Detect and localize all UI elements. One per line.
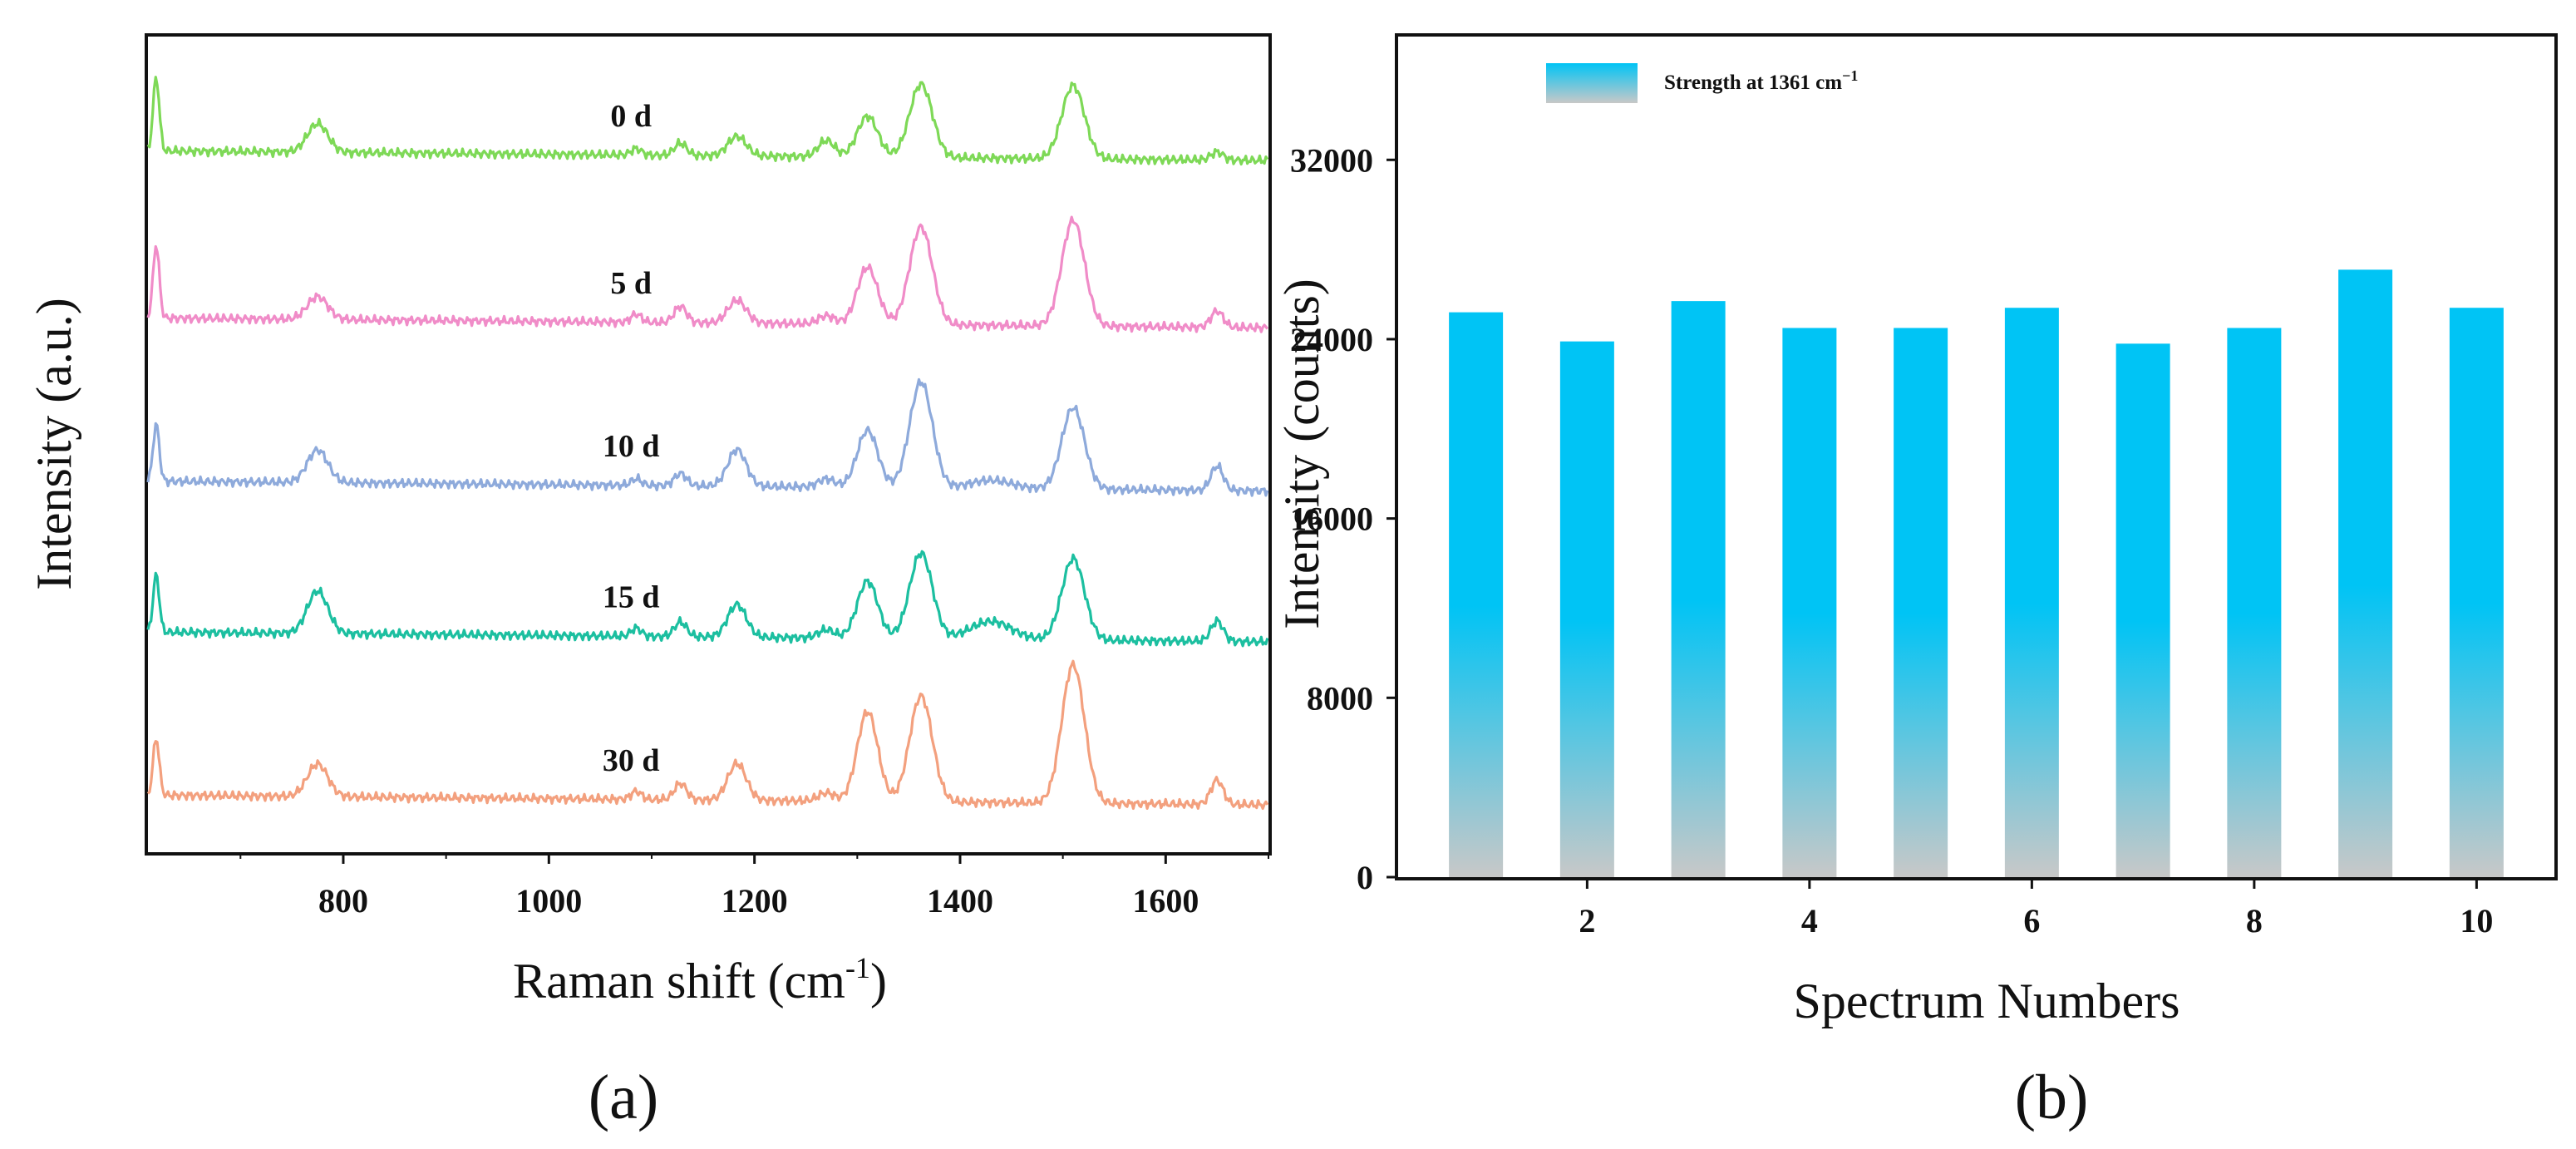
bar-spectrum-3	[1671, 301, 1726, 877]
plot-frame-a	[145, 33, 1272, 856]
bar-spectrum-7	[2115, 343, 2170, 877]
trace-label-30d: 30 d	[603, 743, 660, 778]
trace-label-0d: 0 d	[610, 99, 652, 134]
x-tick-label-a: 800	[318, 882, 368, 920]
y-axis-label-a: Intensity (a.u.)	[27, 298, 81, 590]
spectrum-line-5d	[146, 215, 1269, 333]
bar-spectrum-5	[1894, 328, 1948, 878]
bar-spectrum-10	[2449, 308, 2504, 877]
panel-label-a: (a)	[589, 1063, 658, 1132]
x-tick-label-b: 10	[2460, 902, 2493, 939]
y-axis-label-b: Intensity (counts)	[1274, 279, 1329, 629]
bar-spectrum-8	[2227, 328, 2282, 878]
x-tick-label-a: 1000	[515, 882, 582, 920]
x-tick-label-b: 2	[1579, 902, 1595, 939]
spectrum-line-15d	[146, 550, 1269, 648]
raman-spectra-chart: 0 d 5 d 10 d 15 d 30 d 800 1000 1200 1400 1600 I…	[27, 33, 1272, 1132]
legend-label: Strength at 1361 cm−1	[1664, 67, 1858, 94]
x-tick-label-b: 4	[1801, 902, 1818, 939]
plot-frame-b	[1395, 33, 2558, 880]
x-tick-label-b: 8	[2246, 902, 2263, 939]
x-axis-label-b: Spectrum Numbers	[1794, 974, 2180, 1028]
y-tick-label-b: 32000	[1290, 141, 1373, 179]
bar-spectrum-2	[1559, 341, 1614, 877]
x-tick-label-a: 1200	[722, 882, 788, 920]
bar-spectrum-1	[1449, 312, 1504, 877]
x-axis-label-a: Raman shift (cm-1)	[513, 951, 887, 1008]
bar-spectrum-6	[2004, 308, 2059, 877]
x-tick-label-a: 1600	[1132, 882, 1199, 920]
panel-label-b: (b)	[2015, 1063, 2089, 1132]
bar-spectrum-4	[1782, 328, 1837, 878]
intensity-bar-chart: 0 8000 16000 24000 32000 2 4 6 8 10 Strength at …	[1274, 33, 2558, 1132]
spectrum-line-0d	[146, 76, 1269, 166]
legend: Strength at 1361 cm−1	[1546, 63, 1858, 103]
trace-label-15d: 15 d	[603, 580, 660, 615]
y-tick-label-b: 8000	[1307, 679, 1373, 717]
bar-spectrum-9	[2338, 269, 2393, 877]
y-tick-label-b: 16000	[1290, 501, 1373, 538]
spectrum-line-30d	[146, 659, 1269, 811]
y-tick-label-b: 24000	[1290, 321, 1373, 358]
x-tick-label-a: 1400	[927, 882, 993, 920]
y-tick-label-b: 0	[1357, 859, 1373, 896]
spectrum-line-10d	[146, 377, 1269, 497]
trace-label-10d: 10 d	[603, 429, 660, 464]
x-tick-label-b: 6	[2023, 902, 2040, 939]
trace-label-5d: 5 d	[610, 266, 652, 301]
legend-swatch	[1546, 63, 1638, 103]
